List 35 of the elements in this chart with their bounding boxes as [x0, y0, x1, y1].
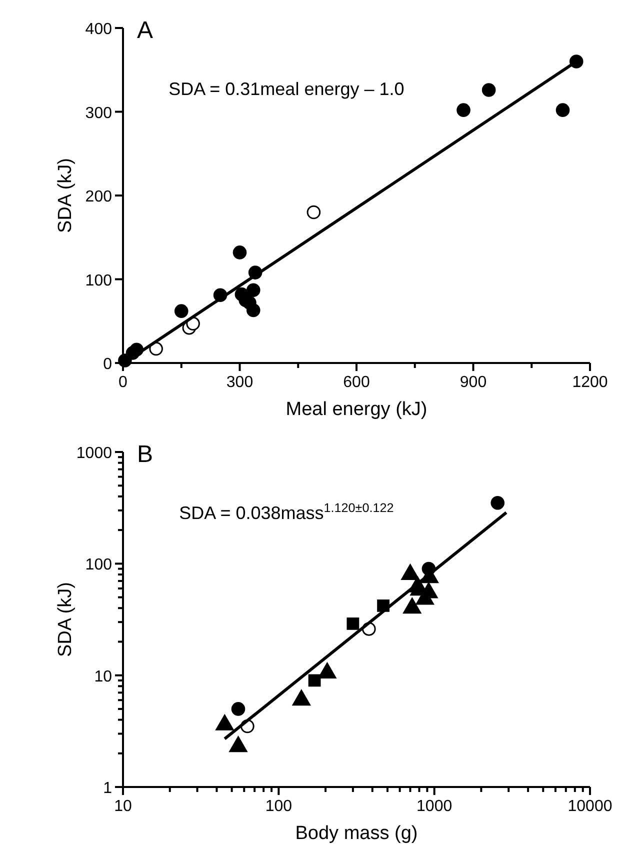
y-axis-title: SDA (kJ): [55, 158, 76, 233]
chart-title: B: [137, 441, 154, 468]
x-axis-title: Body mass (g): [295, 823, 418, 844]
point: [556, 103, 570, 117]
point: [232, 246, 247, 260]
y-tick-label: 300: [85, 104, 112, 122]
annotation: SDA = 0.038mass$^{1.120±0.122}$: [179, 501, 394, 523]
point: [306, 205, 321, 220]
annotation: SDA = 0.31meal energy – 1.0: [168, 79, 404, 99]
y-tick-label: 100: [85, 556, 112, 574]
x-tick-label: 10: [114, 798, 132, 815]
x-tick-label: 10000: [568, 798, 612, 815]
point: [246, 303, 260, 318]
x-axis-title: Meal energy (kJ): [286, 399, 428, 420]
y-tick-label: 10: [94, 668, 112, 686]
point: [149, 342, 163, 356]
y-tick-label: 1: [103, 780, 112, 797]
point: [174, 304, 188, 318]
y-axis-title: SDA (kJ): [55, 582, 76, 657]
x-tick-label: 1200: [572, 374, 608, 391]
y-tick-label: 200: [85, 188, 112, 206]
point: [456, 103, 470, 117]
chart-title: A: [137, 17, 154, 44]
y-tick-label: 400: [85, 21, 112, 38]
x-tick-label: 0: [118, 374, 128, 391]
y-tick-label: 0: [103, 356, 112, 373]
x-tick-label: 100: [265, 798, 292, 815]
point: [246, 283, 260, 298]
x-tick-label: 1000: [416, 798, 452, 815]
y-tick-label: 100: [85, 272, 112, 290]
point: [482, 83, 496, 97]
x-tick-label: 600: [343, 374, 370, 391]
y-tick-label: 1000: [76, 445, 112, 462]
x-tick-label: 300: [226, 374, 254, 391]
x-tick-label: 900: [460, 374, 487, 391]
